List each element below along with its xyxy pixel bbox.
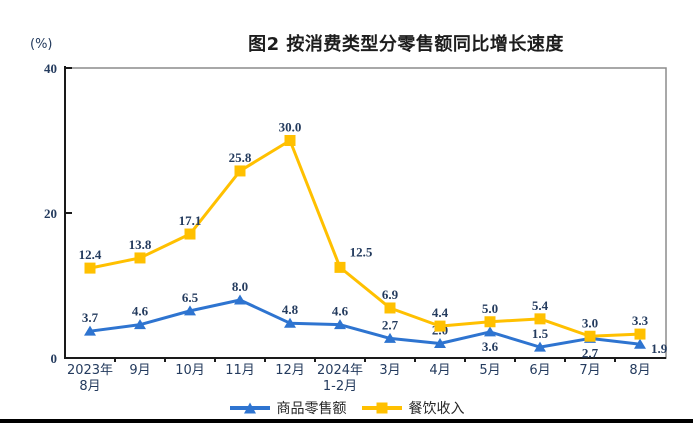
data-label: 3.7 <box>82 310 99 325</box>
triangle-marker <box>84 325 96 336</box>
triangle-marker <box>434 338 446 348</box>
y-tick-label: 40 <box>44 61 57 76</box>
data-label: 3.0 <box>582 315 598 330</box>
triangle-marker <box>484 326 496 337</box>
data-label: 4.4 <box>432 305 449 320</box>
triangle-marker <box>384 332 396 343</box>
x-category-label: 3月 <box>379 363 400 378</box>
data-label: 4.8 <box>282 302 299 317</box>
square-marker <box>484 316 496 328</box>
data-label: 17.1 <box>179 213 202 228</box>
x-category-label: 8月 <box>629 363 650 378</box>
catering-line-square-icon <box>361 401 403 415</box>
x-category-label: 7月 <box>579 363 600 378</box>
square-marker <box>184 228 196 240</box>
data-label: 1.5 <box>532 326 549 341</box>
x-category-label: 6月 <box>529 363 550 378</box>
y-tick-label: 0 <box>51 351 58 366</box>
data-label: 8.0 <box>232 279 248 294</box>
plot-border <box>64 67 667 359</box>
triangle-marker <box>134 319 146 330</box>
chart-legend: 商品零售额 餐饮收入 <box>0 398 693 418</box>
data-label: 3.3 <box>632 313 649 328</box>
data-label: 6.5 <box>182 290 199 305</box>
triangle-marker <box>334 319 346 330</box>
data-label: 13.8 <box>129 237 152 252</box>
page-divider <box>0 419 693 423</box>
x-category-label: 10月 <box>175 363 205 378</box>
square-marker <box>534 313 546 325</box>
data-label: 12.5 <box>350 244 373 259</box>
x-category-label: 9月 <box>129 363 150 378</box>
data-label: 30.0 <box>279 120 302 135</box>
x-category-label: 5月 <box>479 363 500 378</box>
triangle-marker <box>234 294 246 305</box>
square-marker <box>384 302 396 314</box>
square-marker <box>234 165 246 177</box>
triangle-marker <box>184 305 196 316</box>
legend-item-catering: 餐饮收入 <box>361 398 465 418</box>
data-label: 2.7 <box>382 317 399 332</box>
legend-label-catering: 餐饮收入 <box>408 401 465 417</box>
square-marker <box>284 135 296 146</box>
data-label: 5.4 <box>532 298 549 313</box>
data-label: 25.8 <box>229 150 252 165</box>
data-label: 4.6 <box>332 304 349 319</box>
data-label: 4.6 <box>132 304 149 319</box>
goods-line-triangle-icon <box>229 401 271 415</box>
square-marker <box>84 262 96 274</box>
series-line-0 <box>88 298 642 349</box>
x-category-label: 11月 <box>225 363 255 378</box>
legend-item-goods: 商品零售额 <box>229 398 347 418</box>
square-marker <box>434 320 446 332</box>
chart-title: 图2 按消费类型分零售额同比增长速度 <box>248 34 564 55</box>
data-label: 12.4 <box>79 247 102 262</box>
square-marker <box>584 330 596 342</box>
data-label: 6.9 <box>382 287 399 302</box>
legend-label-goods: 商品零售额 <box>276 401 347 417</box>
x-category-label: 2023年 8月 <box>67 363 113 394</box>
triangle-marker <box>284 317 296 328</box>
square-marker <box>634 328 646 340</box>
data-label: 5.0 <box>482 301 498 316</box>
square-marker <box>334 261 346 273</box>
x-category-label: 12月 <box>275 363 305 378</box>
data-label: 2.7 <box>582 345 599 360</box>
series-line-1 <box>88 139 642 338</box>
y-axis-unit-label: (%) <box>30 37 53 52</box>
data-label: 1.9 <box>651 341 668 356</box>
y-tick-label: 20 <box>44 206 57 221</box>
data-label: 3.6 <box>482 339 499 354</box>
x-category-label: 2024年 1-2月 <box>317 363 363 394</box>
triangle-marker <box>534 341 546 352</box>
triangle-marker <box>634 338 646 349</box>
square-marker <box>134 252 146 264</box>
x-category-label: 4月 <box>429 363 450 378</box>
